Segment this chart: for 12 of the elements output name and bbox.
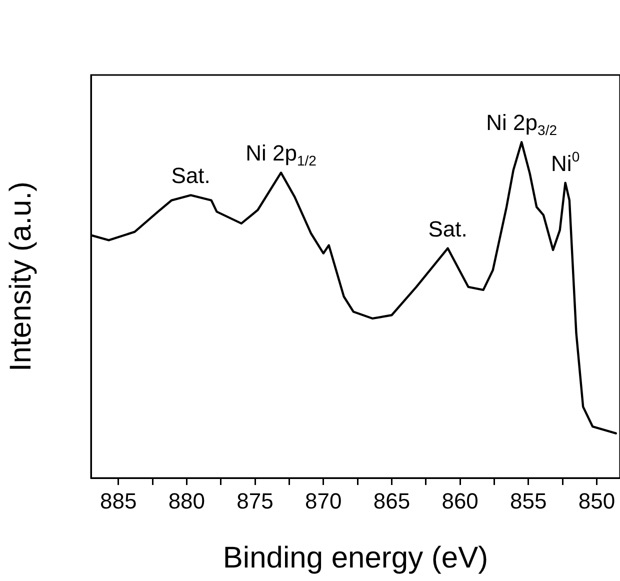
x-tick-label: 880 xyxy=(168,488,206,514)
annotation: Sat. xyxy=(171,163,210,188)
x-tick-label: 870 xyxy=(305,488,342,514)
y-axis-title: Intensity (a.u.) xyxy=(4,181,38,372)
annotation: Sat. xyxy=(428,216,468,242)
x-tick-label: 855 xyxy=(510,488,547,514)
x-tick-label: 860 xyxy=(442,488,478,514)
x-tick-label: 850 xyxy=(578,488,616,514)
x-axis-title: Binding energy (eV) xyxy=(222,541,488,574)
x-tick-label: 875 xyxy=(236,488,274,514)
x-tick-label: 865 xyxy=(373,488,410,514)
x-tick-label: 885 xyxy=(100,488,137,514)
